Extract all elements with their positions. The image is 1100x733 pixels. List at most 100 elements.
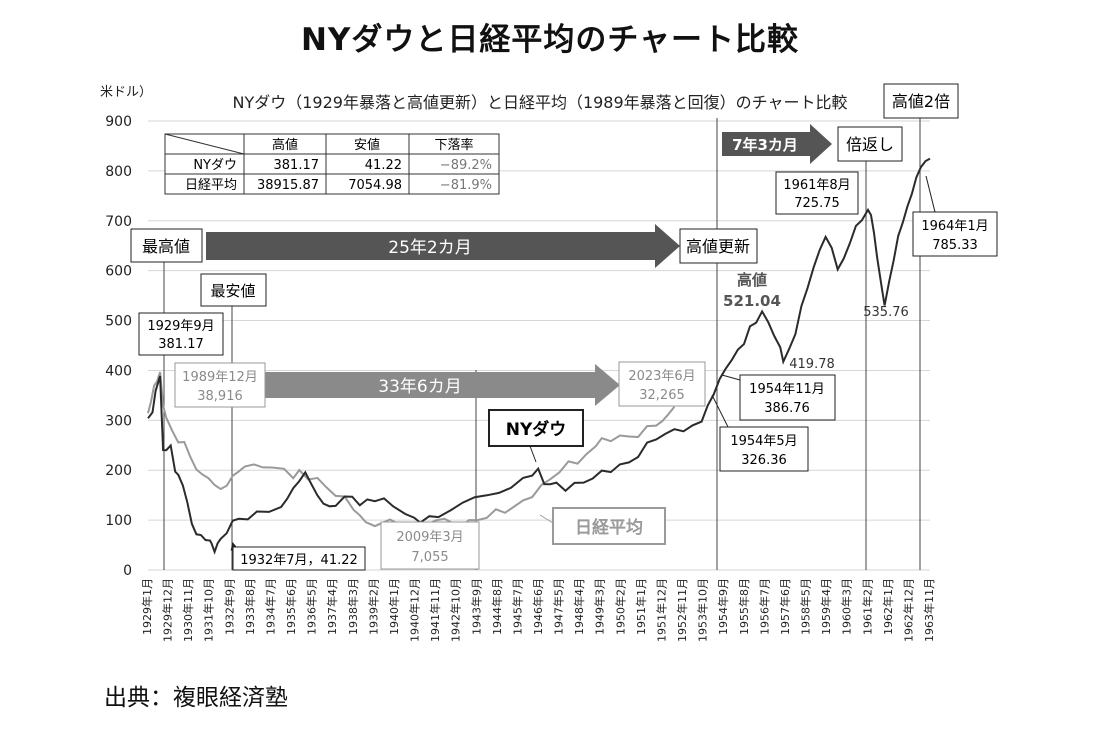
tag-nikkei-text: 日経平均 — [575, 517, 643, 538]
callout-dow-1929: 1929年9月 381.17 — [138, 312, 224, 356]
x-tick-label: 1958年5月 — [799, 578, 813, 635]
label-double: 倍返し — [837, 126, 903, 162]
callout-dow-1932: 1932年7月，41.22 — [230, 542, 366, 571]
x-tick-label: 1954年9月 — [716, 578, 730, 635]
x-tick-label: 1951年1月 — [634, 578, 648, 635]
y-unit-label: 米ドル） — [100, 85, 152, 100]
x-tick-label: 1933年8月 — [243, 578, 257, 635]
callout-dow-1932-text: 1932年7月，41.22 — [240, 553, 358, 568]
table-row2-decline: −81.9% — [440, 178, 492, 193]
callout-nikkei-1989-value: 38,916 — [197, 389, 243, 404]
y-tick-label: 300 — [105, 413, 132, 429]
x-tick-label: 1936年5月 — [305, 578, 319, 635]
x-tick-label: 1960年3月 — [840, 578, 854, 635]
callout-dow-1961-value: 725.75 — [794, 196, 840, 211]
x-tick-label: 1963年11月 — [922, 578, 936, 642]
x-tick-label: 1957年6月 — [778, 578, 792, 635]
y-tick-label: 0 — [123, 563, 132, 579]
source-note: 出典：複眼経済塾 — [104, 685, 288, 711]
callout-dow-1954-11-value: 386.76 — [764, 401, 810, 416]
y-tick-label: 800 — [105, 164, 132, 180]
callout-dow-1929-value: 381.17 — [158, 337, 204, 352]
label-new-high-text: 高値更新 — [686, 237, 750, 256]
label-peak: 最高値 — [130, 228, 203, 263]
callout-dow-1954-11-date: 1954年11月 — [749, 382, 825, 397]
x-tick-label: 1940年12月 — [408, 578, 422, 642]
label-bottom: 最安値 — [200, 273, 267, 307]
table-row2-name: 日経平均 — [185, 178, 237, 193]
x-tick-label: 1941年11月 — [428, 578, 442, 642]
callout-dow-1961: 1961年8月 725.75 — [775, 171, 859, 215]
callout-dow-1961-date: 1961年8月 — [783, 178, 850, 193]
callout-dow-1954-5-value: 326.36 — [741, 453, 787, 468]
page-title: NYダウと日経平均のチャート比較 — [300, 22, 800, 58]
x-tick-label: 1953年10月 — [696, 578, 710, 642]
x-tick-label: 1944年8月 — [490, 578, 504, 635]
nikkei-line — [147, 371, 676, 532]
label-521-text: 521.04 — [723, 292, 781, 310]
x-tick-label: 1952年11月 — [675, 578, 689, 642]
x-tick-label: 1929年1月 — [140, 578, 154, 635]
tag-nikkei: 日経平均 — [539, 507, 666, 545]
y-axis-ticks: 0 100 200 300 400 500 600 700 800 900 — [105, 114, 132, 579]
label-419-text: 419.78 — [789, 357, 835, 372]
tag-dow: NYダウ — [488, 409, 584, 463]
x-tick-label: 1946年6月 — [531, 578, 545, 635]
table-row2-low: 7054.98 — [348, 178, 402, 193]
callout-nikkei-2009: 2009年3月 7,055 — [380, 521, 480, 570]
y-tick-label: 200 — [105, 463, 132, 479]
x-tick-label: 1956年7月 — [757, 578, 771, 635]
y-tick-label: 700 — [105, 214, 132, 230]
arrow-7y3m: 7年3カ月 — [722, 124, 832, 164]
callout-nikkei-2009-date: 2009年3月 — [396, 530, 463, 545]
table-row1-decline: −89.2% — [440, 158, 492, 173]
y-tick-label: 600 — [105, 264, 132, 280]
callout-nikkei-1989-date: 1989年12月 — [182, 370, 258, 385]
y-tick-label: 400 — [105, 363, 132, 379]
arrow-25y2m-label: 25年2カ月 — [388, 238, 471, 258]
tag-dow-text: NYダウ — [506, 419, 567, 440]
arrow-25y2m: 25年2カ月 — [206, 224, 680, 268]
callout-dow-1964: 1964年1月 785.33 — [912, 175, 998, 257]
x-tick-label: 1959年4月 — [819, 578, 833, 635]
arrow-33y6m-label: 33年6カ月 — [378, 377, 461, 397]
y-tick-label: 900 — [105, 114, 132, 130]
x-tick-label: 1948年4月 — [572, 578, 586, 635]
callout-dow-1954-5-date: 1954年5月 — [730, 434, 797, 449]
x-tick-label: 1945年7月 — [510, 578, 524, 635]
x-tick-label: 1930年11月 — [181, 578, 195, 642]
table-row2-high: 38915.87 — [257, 178, 319, 193]
label-high-2x: 高値2倍 — [883, 83, 959, 119]
x-tick-label: 1949年3月 — [593, 578, 607, 635]
x-tick-label: 1942年10月 — [449, 578, 463, 642]
label-peak-text: 最高値 — [142, 237, 190, 256]
callout-dow-1954-5: 1954年5月 326.36 — [711, 394, 809, 472]
x-tick-label: 1935年6月 — [284, 578, 298, 635]
x-tick-label: 1962年12月 — [901, 578, 915, 642]
callout-dow-1964-value: 785.33 — [932, 238, 978, 253]
x-tick-label: 1934年7月 — [263, 578, 277, 635]
x-tick-label: 1938年3月 — [346, 578, 360, 635]
label-high-text: 高値 — [737, 271, 767, 289]
x-tick-label: 1943年9月 — [469, 578, 483, 635]
info-table: 高値 安値 下落率 NYダウ 381.17 41.22 −89.2% 日経平均 … — [164, 133, 500, 195]
chart-title: NYダウ（1929年暴落と高値更新）と日経平均（1989年暴落と回復）のチャート… — [232, 93, 847, 112]
table-header-high: 高値 — [272, 137, 298, 153]
x-tick-label: 1929年12月 — [161, 578, 175, 642]
table-header-low: 安値 — [354, 137, 380, 153]
y-tick-label: 500 — [105, 314, 132, 330]
table-row1-low: 41.22 — [365, 158, 402, 173]
label-535-text: 535.76 — [863, 305, 909, 320]
x-tick-label: 1937年4月 — [325, 578, 339, 635]
table-row1-name: NYダウ — [193, 158, 237, 173]
x-tick-label: 1950年2月 — [613, 578, 627, 635]
label-new-high: 高値更新 — [679, 228, 758, 264]
x-tick-label: 1939年2月 — [366, 578, 380, 635]
table-row1-high: 381.17 — [274, 158, 320, 173]
arrow-7y3m-label: 7年3カ月 — [732, 136, 798, 154]
x-axis-ticks: 1929年1月 1929年12月 1930年11月 1931年10月 1932年9月 19… — [140, 578, 936, 642]
label-double-text: 倍返し — [846, 135, 894, 154]
x-tick-label: 1961年2月 — [860, 578, 874, 635]
label-high-2x-text: 高値2倍 — [892, 92, 950, 111]
